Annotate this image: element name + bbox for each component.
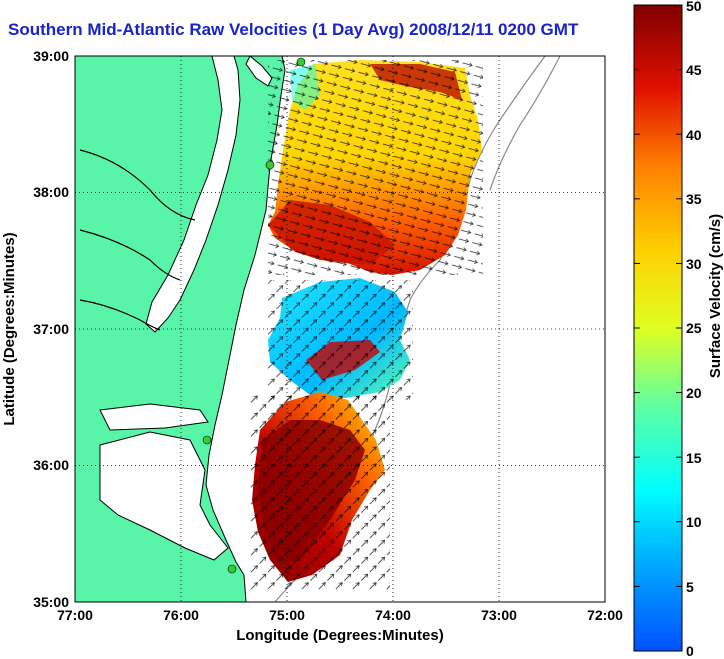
pamlico-sound bbox=[99, 431, 229, 561]
colorbar-tick-label: 30 bbox=[686, 256, 702, 272]
albemarle-sound bbox=[99, 403, 209, 431]
colorbar-tick-label: 45 bbox=[686, 62, 702, 78]
grid bbox=[75, 56, 605, 602]
y-tick-label: 38:00 bbox=[33, 184, 69, 200]
y-tick-label: 39:00 bbox=[33, 48, 69, 64]
velocity-arrows bbox=[250, 395, 390, 590]
bathymetry-contour bbox=[489, 56, 561, 191]
x-axis-label: Longitude (Degrees:Minutes) bbox=[236, 627, 444, 644]
radar-station bbox=[265, 160, 275, 170]
colorbar-label: Surface Velocity (cm/s) bbox=[707, 214, 724, 378]
river-potomac bbox=[79, 149, 196, 221]
colorbar-tick-label: 5 bbox=[686, 579, 694, 595]
colorbar-tick-label: 20 bbox=[686, 385, 702, 401]
radar-station bbox=[202, 435, 212, 445]
plot-frame bbox=[74, 55, 606, 603]
x-axis: 77:00 76:00 75:00 74:00 73:00 72:00 bbox=[57, 607, 623, 623]
velocity-arrows bbox=[268, 280, 413, 400]
map-title: Southern Mid-Atlantic Raw Velocities (1 … bbox=[8, 20, 579, 39]
colorbar bbox=[633, 4, 683, 652]
colorbar-tick-label: 40 bbox=[686, 127, 702, 143]
colorbar-tick-label: 10 bbox=[686, 514, 702, 530]
river-rappahannock bbox=[79, 229, 181, 281]
colorbar-tick-label: 35 bbox=[686, 191, 702, 207]
colorbar-tick-labels: 50 45 40 35 30 25 20 15 10 5 0 bbox=[686, 0, 702, 659]
y-tick-label: 36:00 bbox=[33, 457, 69, 473]
radar-station bbox=[296, 57, 306, 67]
x-tick-label: 77:00 bbox=[57, 607, 93, 623]
colorbar-tick-label: 50 bbox=[686, 0, 702, 14]
chesapeake-bay bbox=[145, 56, 241, 333]
y-axis: 39:00 38:00 37:00 36:00 35:00 bbox=[33, 48, 69, 610]
x-tick-label: 72:00 bbox=[587, 607, 623, 623]
y-tick-label: 35:00 bbox=[33, 594, 69, 610]
x-tick-label: 74:00 bbox=[375, 607, 411, 623]
velocity-arrows bbox=[268, 60, 483, 275]
radar-station bbox=[227, 564, 237, 574]
river-york-james bbox=[79, 299, 161, 331]
x-tick-label: 76:00 bbox=[163, 607, 199, 623]
colorbar-tick-label: 25 bbox=[686, 320, 702, 336]
colorbar-ticks bbox=[634, 4, 682, 652]
x-tick-label: 73:00 bbox=[481, 607, 517, 623]
y-axis-label: Latitude (Degrees:Minutes) bbox=[1, 232, 18, 425]
y-tick-label: 37:00 bbox=[33, 321, 69, 337]
x-tick-label: 75:00 bbox=[269, 607, 305, 623]
colorbar-tick-label: 15 bbox=[686, 450, 702, 466]
colorbar-tick-label: 0 bbox=[686, 643, 694, 659]
